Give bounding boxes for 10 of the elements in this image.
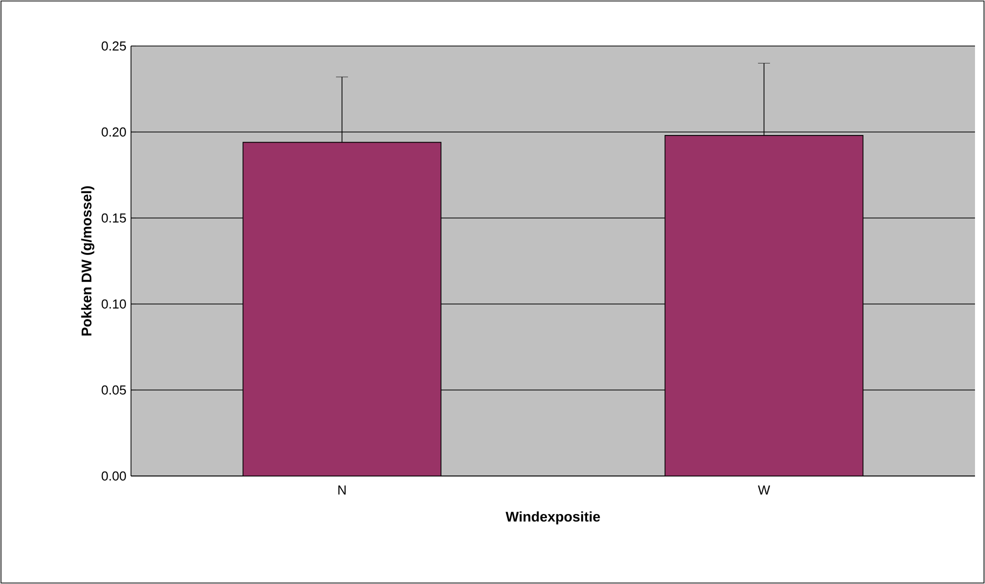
x-tick-label: W	[758, 486, 770, 494]
y-tick-label: 0.05	[102, 385, 126, 395]
y-tick-label: 0.10	[102, 299, 126, 309]
y-tick-label: 0.25	[102, 41, 126, 51]
x-axis-title: Windexpositie	[506, 511, 600, 524]
x-tick-label: N	[338, 486, 346, 494]
y-tick-label: 0.20	[102, 127, 126, 137]
y-tick-label: 0.00	[102, 471, 126, 481]
y-axis-title: Pokken DW (g/mossel)	[81, 186, 94, 336]
y-tick-label: 0.15	[102, 213, 126, 223]
